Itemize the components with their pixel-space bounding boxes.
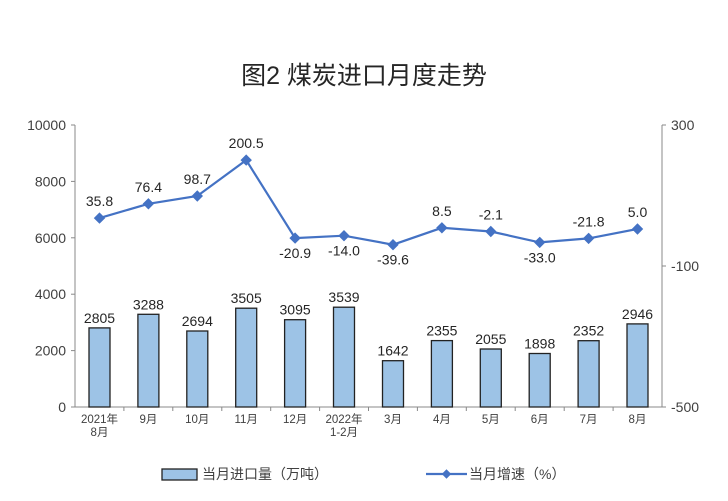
svg-text:1642: 1642 [377, 343, 408, 359]
svg-text:12月: 12月 [283, 414, 307, 426]
svg-text:3539: 3539 [328, 289, 359, 305]
svg-text:2805: 2805 [84, 310, 115, 326]
svg-text:-2.1: -2.1 [479, 207, 503, 223]
svg-text:9月: 9月 [139, 414, 157, 426]
svg-text:6000: 6000 [35, 230, 66, 246]
svg-text:76.4: 76.4 [135, 179, 162, 195]
svg-text:2055: 2055 [475, 331, 506, 347]
svg-text:6月: 6月 [531, 414, 549, 426]
svg-text:图2 煤炭进口月度走势: 图2 煤炭进口月度走势 [241, 62, 487, 90]
svg-text:10月: 10月 [185, 414, 209, 426]
svg-text:2000: 2000 [35, 343, 66, 359]
svg-text:2694: 2694 [182, 313, 213, 329]
svg-text:35.8: 35.8 [86, 193, 113, 209]
svg-text:98.7: 98.7 [184, 171, 211, 187]
svg-text:2355: 2355 [426, 323, 457, 339]
svg-text:8月: 8月 [91, 427, 109, 439]
svg-text:8000: 8000 [35, 173, 66, 189]
svg-text:300: 300 [671, 117, 695, 133]
svg-text:3月: 3月 [384, 414, 402, 426]
svg-text:8月: 8月 [629, 414, 647, 426]
svg-text:当月进口量（万吨）: 当月进口量（万吨） [202, 466, 328, 482]
svg-text:2022年: 2022年 [325, 412, 362, 426]
svg-text:当月增速（%）: 当月增速（%） [469, 466, 565, 482]
svg-text:2352: 2352 [573, 323, 604, 339]
svg-text:3095: 3095 [280, 302, 311, 318]
svg-text:-100: -100 [671, 258, 699, 274]
svg-text:3288: 3288 [133, 296, 164, 312]
svg-text:2021年: 2021年 [81, 412, 118, 426]
svg-text:8.5: 8.5 [432, 203, 452, 219]
svg-text:11月: 11月 [234, 414, 257, 426]
svg-text:200.5: 200.5 [229, 135, 264, 151]
svg-text:1-2月: 1-2月 [330, 427, 358, 439]
svg-text:3505: 3505 [231, 290, 262, 306]
svg-text:1898: 1898 [524, 336, 555, 352]
svg-text:4月: 4月 [433, 414, 451, 426]
svg-text:-500: -500 [671, 399, 699, 415]
svg-text:-39.6: -39.6 [377, 252, 409, 268]
svg-text:4000: 4000 [35, 286, 66, 302]
svg-text:10000: 10000 [27, 117, 66, 133]
svg-text:-20.9: -20.9 [279, 245, 311, 261]
svg-text:5.0: 5.0 [628, 204, 648, 220]
svg-text:-14.0: -14.0 [328, 243, 360, 259]
svg-text:7月: 7月 [580, 414, 598, 426]
svg-text:-21.8: -21.8 [573, 213, 605, 229]
svg-text:-33.0: -33.0 [524, 249, 556, 265]
svg-text:0: 0 [58, 399, 66, 415]
svg-text:5月: 5月 [482, 414, 500, 426]
svg-text:2946: 2946 [622, 306, 653, 322]
